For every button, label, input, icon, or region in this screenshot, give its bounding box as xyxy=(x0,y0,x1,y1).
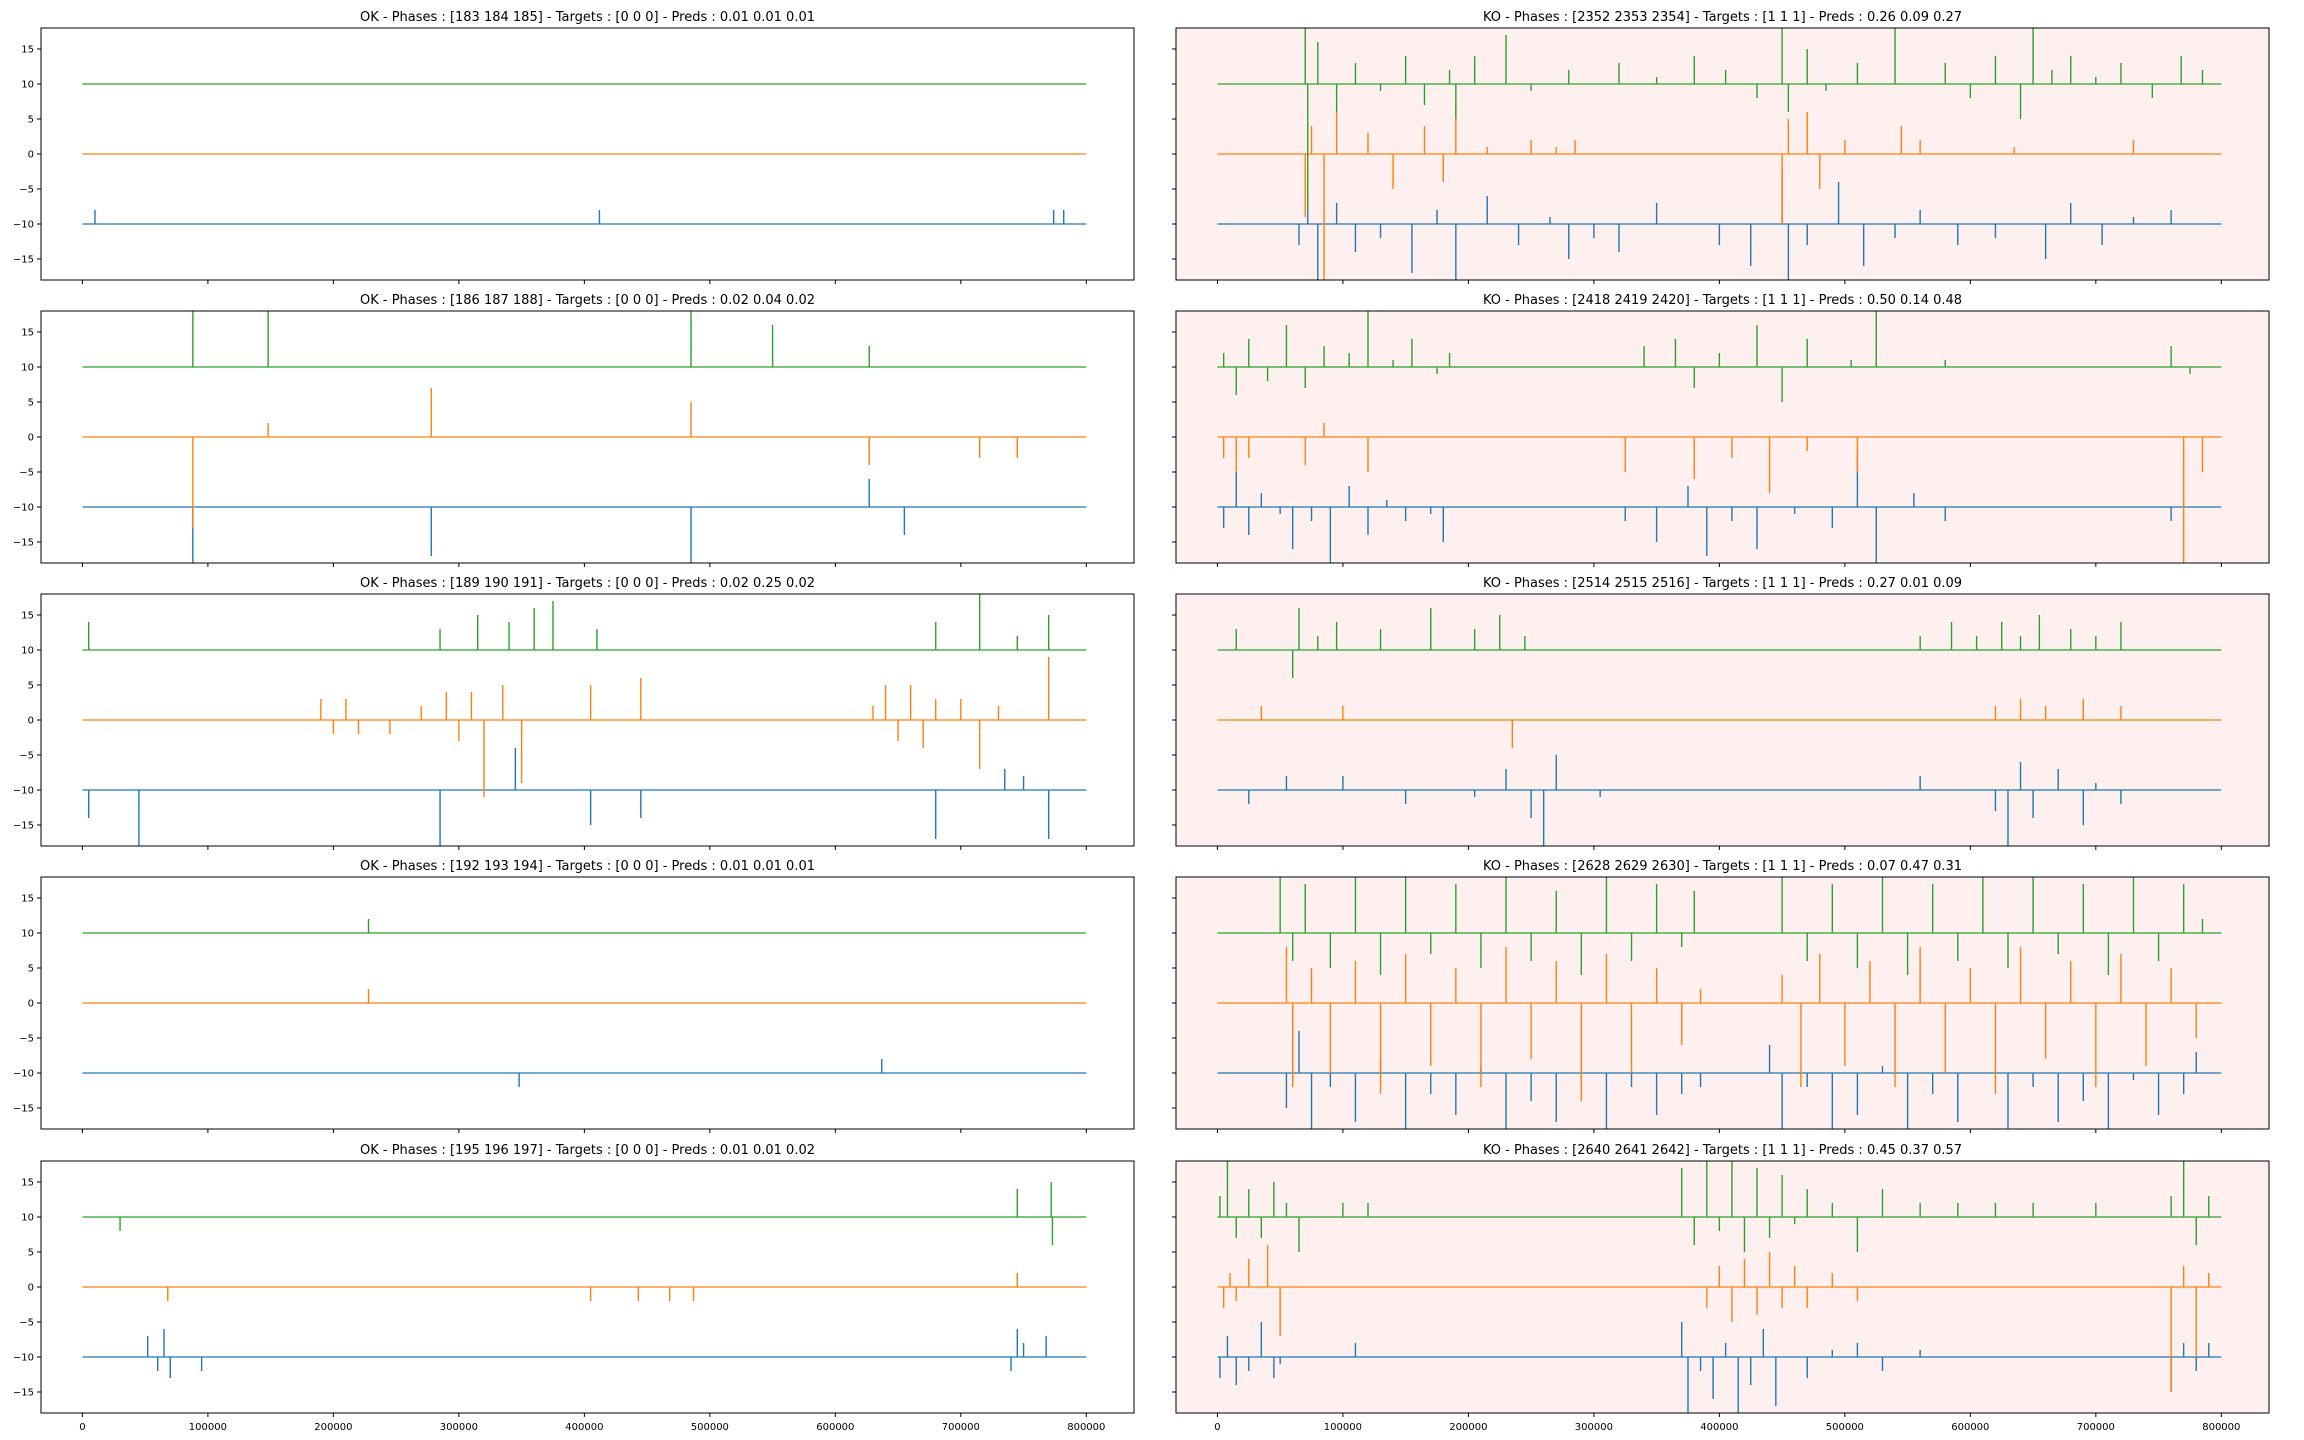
y-tick-label: 15 xyxy=(21,328,34,339)
y-tick-label: −10 xyxy=(13,220,34,231)
x-tick-label: 700000 xyxy=(942,1422,980,1433)
y-tick-label: 0 xyxy=(28,433,34,444)
x-tick-label: 600000 xyxy=(816,1422,854,1433)
y-tick-label: 15 xyxy=(21,894,34,905)
y-tick-label: 5 xyxy=(28,1248,34,1259)
x-tick-label: 600000 xyxy=(1951,1422,1989,1433)
series-group xyxy=(1217,311,2222,563)
y-tick-label: 10 xyxy=(21,646,34,657)
x-tick-label: 800000 xyxy=(2202,1422,2240,1433)
x-tick-label: 300000 xyxy=(1575,1422,1613,1433)
series-group xyxy=(82,311,1087,563)
y-tick-label: 5 xyxy=(28,681,34,692)
y-tick-label: −15 xyxy=(13,1388,34,1399)
x-tick-label: 700000 xyxy=(2077,1422,2115,1433)
y-tick-label: −15 xyxy=(13,255,34,266)
y-tick-label: −5 xyxy=(19,751,34,762)
y-tick-label: 10 xyxy=(21,929,34,940)
subplot-title: KO - Phases : [2514 2515 2516] - Targets… xyxy=(1483,576,1962,591)
y-tick-label: 10 xyxy=(21,363,34,374)
subplot-title: KO - Phases : [2352 2353 2354] - Targets… xyxy=(1483,10,1962,25)
y-tick-label: −10 xyxy=(13,1353,34,1364)
series-group xyxy=(1217,28,2222,280)
y-tick-label: −15 xyxy=(13,821,34,832)
y-tick-label: 15 xyxy=(21,45,34,56)
y-tick-label: 0 xyxy=(28,150,34,161)
subplot-title: OK - Phases : [192 193 194] - Targets : … xyxy=(360,859,815,874)
subplot-5: OK - Phases : [189 190 191] - Targets : … xyxy=(13,576,1135,850)
series-group xyxy=(82,594,1087,846)
y-tick-label: −15 xyxy=(13,538,34,549)
subplot-title: KO - Phases : [2640 2641 2642] - Targets… xyxy=(1483,1143,1962,1158)
series-group xyxy=(82,83,1087,225)
subplot-title: OK - Phases : [183 184 185] - Targets : … xyxy=(360,10,815,25)
x-tick-label: 300000 xyxy=(440,1422,478,1433)
y-tick-label: 10 xyxy=(21,1213,34,1224)
y-tick-label: −10 xyxy=(13,786,34,797)
subplot-10: KO - Phases : [2640 2641 2642] - Targets… xyxy=(1172,1143,2270,1433)
y-tick-label: 15 xyxy=(21,1178,34,1189)
subplot-title: KO - Phases : [2628 2629 2630] - Targets… xyxy=(1483,859,1962,874)
subplot-6: KO - Phases : [2514 2515 2516] - Targets… xyxy=(1172,576,2270,850)
y-tick-label: −15 xyxy=(13,1104,34,1115)
y-tick-label: −10 xyxy=(13,1069,34,1080)
series-group xyxy=(82,1182,1087,1378)
x-tick-label: 400000 xyxy=(1700,1422,1738,1433)
subplot-title: OK - Phases : [186 187 188] - Targets : … xyxy=(360,293,815,308)
y-tick-label: 0 xyxy=(28,1283,34,1294)
y-tick-label: −10 xyxy=(13,503,34,514)
y-tick-label: 5 xyxy=(28,398,34,409)
x-tick-label: 100000 xyxy=(1324,1422,1362,1433)
y-tick-label: −5 xyxy=(19,468,34,479)
x-tick-label: 0 xyxy=(1214,1422,1220,1433)
x-tick-label: 0 xyxy=(79,1422,85,1433)
series-group xyxy=(82,919,1087,1087)
subplot-7: OK - Phases : [192 193 194] - Targets : … xyxy=(13,859,1135,1133)
y-tick-label: 0 xyxy=(28,999,34,1010)
y-tick-label: 10 xyxy=(21,80,34,91)
y-tick-label: −5 xyxy=(19,1318,34,1329)
x-tick-label: 200000 xyxy=(1449,1422,1487,1433)
x-tick-label: 500000 xyxy=(1826,1422,1864,1433)
x-tick-label: 400000 xyxy=(565,1422,603,1433)
x-tick-label: 800000 xyxy=(1067,1422,1105,1433)
subplot-title: OK - Phases : [189 190 191] - Targets : … xyxy=(360,576,815,591)
subplot-1: OK - Phases : [183 184 185] - Targets : … xyxy=(13,10,1135,284)
subplot-2: KO - Phases : [2352 2353 2354] - Targets… xyxy=(1172,10,2270,284)
x-tick-label: 200000 xyxy=(314,1422,352,1433)
subplot-title: KO - Phases : [2418 2419 2420] - Targets… xyxy=(1483,293,1962,308)
subplot-4: KO - Phases : [2418 2419 2420] - Targets… xyxy=(1172,293,2270,567)
y-tick-label: 5 xyxy=(28,964,34,975)
subplot-8: KO - Phases : [2628 2629 2630] - Targets… xyxy=(1172,859,2270,1133)
y-tick-label: −5 xyxy=(19,185,34,196)
y-tick-label: 5 xyxy=(28,115,34,126)
x-tick-label: 100000 xyxy=(189,1422,227,1433)
x-tick-label: 500000 xyxy=(691,1422,729,1433)
series-group xyxy=(1217,877,2222,1129)
y-tick-label: 0 xyxy=(28,716,34,727)
series-group xyxy=(1217,608,2222,846)
y-tick-label: 15 xyxy=(21,611,34,622)
subplot-title: OK - Phases : [195 196 197] - Targets : … xyxy=(360,1143,815,1158)
series-group xyxy=(1217,1161,2222,1413)
y-tick-label: −5 xyxy=(19,1034,34,1045)
subplot-3: OK - Phases : [186 187 188] - Targets : … xyxy=(13,293,1135,567)
subplot-9: OK - Phases : [195 196 197] - Targets : … xyxy=(13,1143,1135,1433)
